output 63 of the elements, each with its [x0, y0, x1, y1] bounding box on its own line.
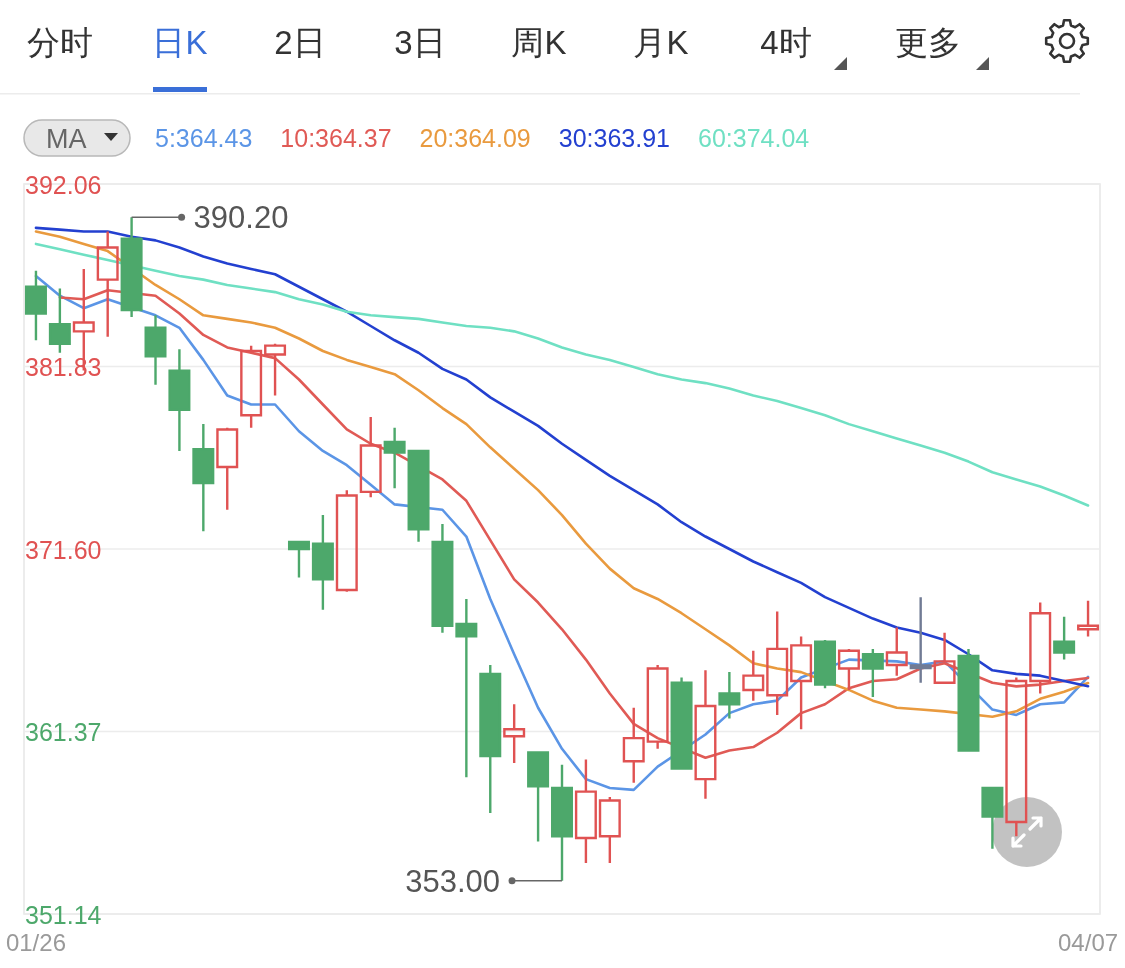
candlestick [144, 314, 167, 387]
candlestick [168, 348, 191, 453]
candlestick [598, 795, 621, 865]
candlestick [192, 422, 215, 533]
annotation: 390.20 [193, 200, 289, 236]
candlestick [503, 703, 526, 765]
y-tick-label: 371.60 [25, 535, 102, 564]
candlestick [48, 287, 71, 354]
candlestick [790, 635, 813, 731]
text: 更多 [895, 24, 961, 61]
candlestick [24, 269, 47, 342]
text: 日K [152, 24, 208, 61]
candlestick [455, 597, 478, 779]
candlestick [264, 342, 287, 397]
candlestick [957, 647, 980, 752]
candlestick [359, 415, 382, 499]
candlestick [527, 751, 550, 843]
candlestick [216, 426, 239, 511]
candlestick [909, 595, 932, 684]
candlestick [861, 647, 884, 699]
text: 分时 [27, 24, 93, 61]
candlestick [742, 649, 765, 702]
candlestick [551, 763, 573, 883]
candlestick [383, 426, 406, 490]
candlestick [240, 344, 263, 429]
text: MA [46, 124, 87, 154]
candlestick [1029, 601, 1052, 695]
candlestick [120, 215, 143, 319]
candlestick [431, 522, 454, 635]
annotation: 353.00 [405, 863, 500, 899]
text: 5:364.43 [155, 124, 253, 152]
candlestick [1053, 615, 1076, 661]
candlestick [574, 758, 597, 865]
candlestick [933, 631, 956, 684]
y-tick-label: 392.06 [25, 170, 102, 199]
text: 10:364.37 [280, 124, 392, 152]
text: 3日 [394, 24, 446, 61]
text: 周K [511, 24, 567, 61]
text: 20:364.09 [419, 124, 531, 152]
text: 60:374.04 [697, 124, 810, 152]
y-tick-label: 381.83 [25, 353, 102, 381]
candlestick [287, 540, 310, 579]
x-tick-label: 01/26 [5, 929, 66, 957]
text: 月K [633, 24, 689, 61]
candlestick [766, 610, 789, 717]
candlestick [837, 647, 860, 692]
text: 4时 [760, 24, 812, 61]
text: 2日 [274, 24, 326, 61]
candlestick [646, 663, 669, 750]
candlestick [670, 676, 693, 770]
candlestick [718, 670, 741, 720]
y-tick-label: 351.14 [25, 900, 102, 929]
candlestick [407, 449, 430, 544]
candlestick [981, 786, 1004, 850]
text: 30:363.91 [558, 124, 670, 152]
candlestick [479, 663, 502, 815]
candlestick [885, 626, 908, 677]
candlestick [1077, 599, 1100, 638]
candlestick [311, 513, 334, 611]
candlestick [814, 638, 837, 690]
y-tick-label: 361.37 [25, 718, 102, 746]
candlestick [335, 488, 358, 594]
x-tick-label: 04/07 [1058, 929, 1119, 957]
